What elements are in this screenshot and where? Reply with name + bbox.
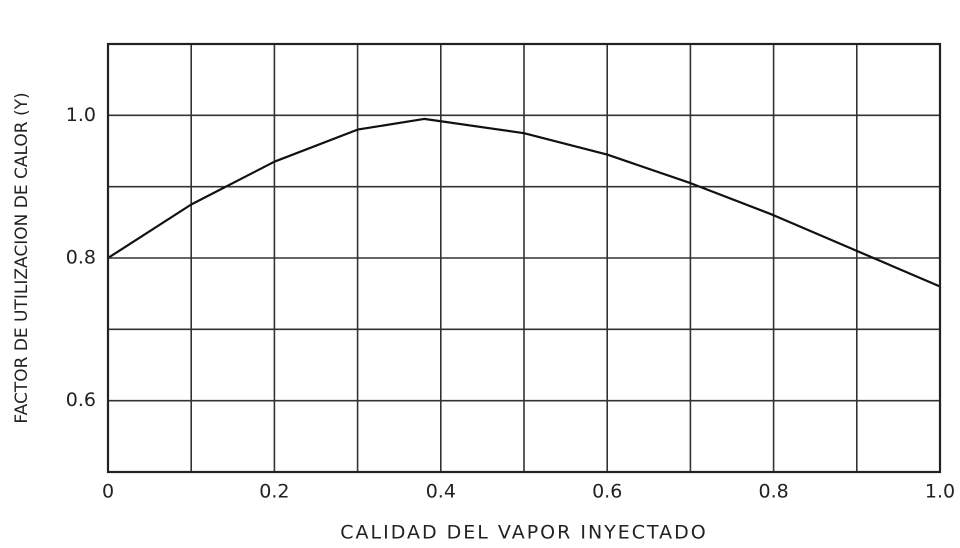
x-tick-label: 0.2 (259, 481, 289, 503)
x-tick-label: 0 (102, 481, 114, 503)
x-tick-label: 0.8 (758, 481, 788, 503)
y-tick-label: 0.8 (66, 247, 96, 269)
x-axis-label: CALIDAD DEL VAPOR INYECTADO (340, 522, 708, 544)
x-tick-label: 1.0 (925, 481, 955, 503)
curve (107, 117, 941, 288)
y-axis-label: FACTOR DE UTILIZACION DE CALOR (Y) (12, 92, 32, 423)
x-tick-label: 0.6 (592, 481, 622, 503)
y-tick-label: 0.6 (66, 389, 96, 411)
y-tick-label: 1.0 (66, 104, 96, 126)
plot-frame (106, 42, 942, 474)
x-tick-label: 0.4 (426, 481, 456, 503)
